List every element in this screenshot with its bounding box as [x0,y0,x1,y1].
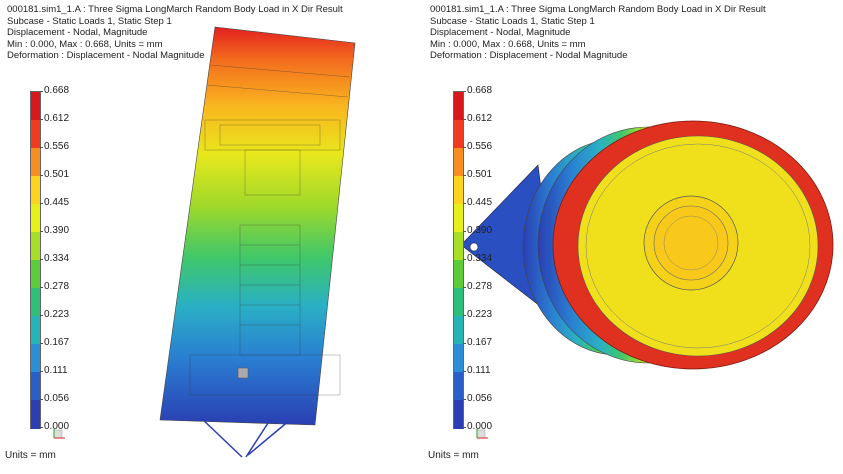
legend-value-label: 0.445 [44,197,70,208]
result-title: 000181.sim1_1.A : Three Sigma LongMarch … [430,4,766,15]
coordinate-axis-icon [476,428,488,439]
legend-value-label: 0.167 [467,337,493,348]
legend-tick [463,427,466,428]
displacement-color-legend [453,91,464,429]
legend-value-label: 0.390 [44,225,70,236]
legend-color-segment [454,204,463,233]
right-result-panel: 000181.sim1_1.A : Three Sigma LongMarch … [423,0,843,474]
result-type-label: Displacement - Nodal, Magnitude [430,27,571,38]
legend-tick [40,231,43,232]
legend-tick [40,91,43,92]
legend-value-label: 0.556 [467,141,493,152]
legend-color-segment [31,316,40,345]
legend-color-segment [31,120,40,149]
result-type-label: Displacement - Nodal, Magnitude [7,27,148,38]
legend-color-segment [31,148,40,177]
legend-color-segment [454,372,463,401]
legend-tick [463,371,466,372]
displacement-color-legend [30,91,41,429]
legend-value-label: 0.000 [467,421,493,432]
legend-color-segment [31,288,40,317]
legend-tick [463,231,466,232]
side-view-fem-model-icon [159,26,356,458]
legend-tick [40,259,43,260]
deformation-label: Deformation : Displacement - Nodal Magni… [430,50,628,61]
legend-tick [463,119,466,120]
legend-value-label: 0.334 [44,253,70,264]
legend-value-label: 0.223 [44,309,70,320]
legend-color-segment [454,260,463,289]
legend-tick [463,315,466,316]
legend-value-label: 0.668 [467,85,493,96]
legend-tick [40,203,43,204]
legend-value-label: 0.501 [467,169,493,180]
legend-color-segment [454,232,463,261]
legend-tick [40,427,43,428]
legend-color-segment [31,372,40,401]
subcase-label: Subcase - Static Loads 1, Static Step 1 [7,15,172,27]
legend-value-label: 0.612 [467,113,493,124]
legend-tick [40,175,43,176]
units-label: Units = mm [5,450,56,461]
legend-color-segment [454,120,463,149]
legend-tick [463,91,466,92]
legend-tick [463,259,466,260]
deformation-label: Deformation : Displacement - Nodal Magni… [7,50,205,61]
legend-value-label: 0.668 [44,85,70,96]
legend-color-segment [31,204,40,233]
legend-tick [463,175,466,176]
legend-tick [463,203,466,204]
legend-color-segment [31,344,40,373]
legend-value-label: 0.056 [44,393,70,404]
legend-value-label: 0.556 [44,141,70,152]
result-header: 000181.sim1_1.A : Three Sigma LongMarch … [7,4,343,62]
legend-value-label: 0.612 [44,113,70,124]
legend-value-label: 0.278 [467,281,493,292]
legend-color-segment [31,232,40,261]
legend-tick [40,147,43,148]
legend-color-segment [454,316,463,345]
result-header: 000181.sim1_1.A : Three Sigma LongMarch … [430,4,766,62]
legend-color-segment [454,288,463,317]
legend-value-label: 0.501 [44,169,70,180]
legend-tick [40,119,43,120]
legend-color-segment [31,176,40,205]
units-label: Units = mm [428,450,479,461]
legend-tick [40,371,43,372]
legend-value-label: 0.223 [467,309,493,320]
legend-value-label: 0.111 [467,365,491,376]
min-max-label: Min : 0.000, Max : 0.668, Units = mm [7,38,163,50]
legend-value-label: 0.056 [467,393,493,404]
legend-color-segment [454,176,463,205]
legend-color-segment [31,260,40,289]
min-max-label: Min : 0.000, Max : 0.668, Units = mm [430,38,586,50]
legend-value-label: 0.278 [44,281,70,292]
legend-value-label: 0.111 [44,365,68,376]
legend-color-segment [31,400,40,429]
legend-tick [463,399,466,400]
legend-value-label: 0.390 [467,225,493,236]
legend-color-segment [454,148,463,177]
legend-value-label: 0.000 [44,421,70,432]
legend-value-label: 0.334 [467,253,493,264]
legend-tick [40,343,43,344]
result-title: 000181.sim1_1.A : Three Sigma LongMarch … [7,4,343,15]
legend-color-segment [454,92,463,121]
legend-tick [40,399,43,400]
left-result-panel: 000181.sim1_1.A : Three Sigma LongMarch … [0,0,420,474]
legend-value-label: 0.167 [44,337,70,348]
top-view-fem-model-icon [460,120,834,370]
legend-tick [40,287,43,288]
legend-color-segment [454,400,463,429]
coordinate-axis-icon [53,428,65,439]
legend-value-label: 0.445 [467,197,493,208]
legend-color-segment [454,344,463,373]
subcase-label: Subcase - Static Loads 1, Static Step 1 [430,15,595,27]
legend-tick [463,287,466,288]
legend-tick [40,315,43,316]
legend-color-segment [31,92,40,121]
legend-tick [463,147,466,148]
legend-tick [463,343,466,344]
